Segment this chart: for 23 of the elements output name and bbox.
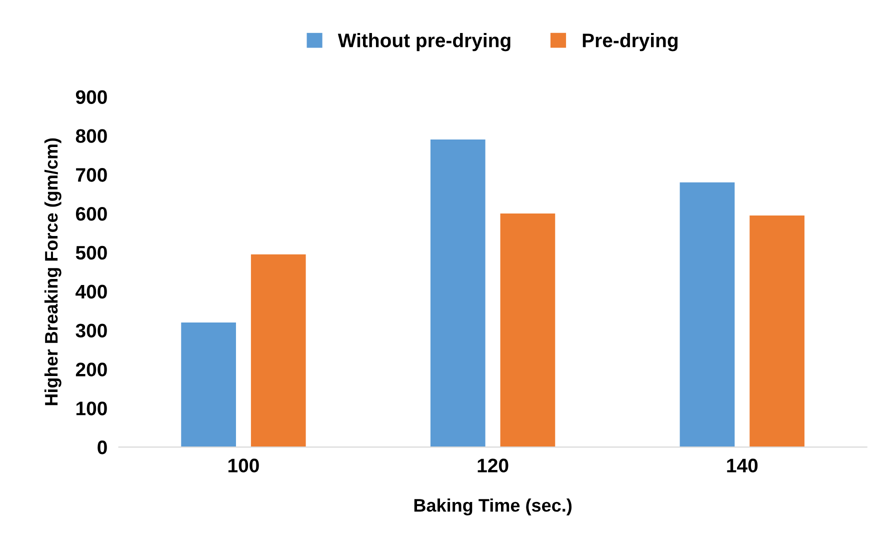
y-tick-label: 600 — [76, 206, 107, 221]
bar — [250, 254, 306, 448]
y-tick-label: 800 — [76, 129, 107, 143]
y-tick-label: 500 — [76, 246, 107, 260]
x-tick-label: 100 — [228, 458, 259, 472]
y-tick-label: 0 — [98, 440, 107, 454]
bar — [750, 215, 804, 448]
y-axis-title: Higher Breaking Force (gm/cm) — [44, 138, 62, 406]
bar — [680, 182, 735, 448]
bar — [430, 140, 486, 448]
legend-label: Pre-drying — [582, 33, 678, 52]
bar — [500, 214, 556, 448]
y-tick-label: 700 — [76, 168, 107, 182]
y-tick-label: 100 — [76, 402, 107, 416]
y-tick-label: 300 — [76, 324, 107, 338]
x-tick-label: 140 — [727, 458, 758, 472]
bar — [181, 322, 236, 448]
legend-label: Without pre-drying — [338, 33, 510, 52]
y-tick-label: 400 — [76, 284, 107, 299]
x-axis-title: Baking Time (sec.) — [414, 498, 572, 516]
x-tick-label: 120 — [478, 458, 508, 472]
y-tick-label: 200 — [76, 362, 107, 376]
y-tick-label: 900 — [76, 90, 107, 104]
